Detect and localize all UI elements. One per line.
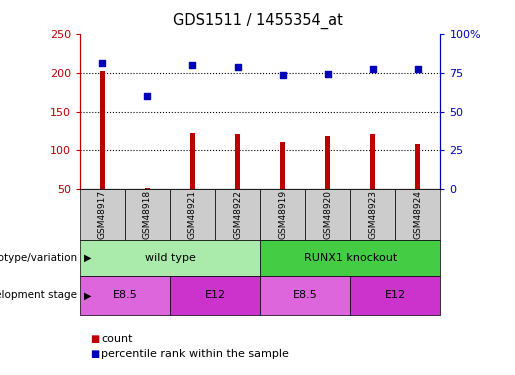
Text: GSM48923: GSM48923 <box>368 190 377 239</box>
Text: ▶: ▶ <box>84 253 92 263</box>
Text: ■: ■ <box>90 334 99 344</box>
Bar <box>415 144 421 189</box>
Bar <box>100 71 105 189</box>
Bar <box>190 134 195 189</box>
Text: E8.5: E8.5 <box>293 290 318 300</box>
Text: ▶: ▶ <box>84 290 92 300</box>
Text: GSM48918: GSM48918 <box>143 190 152 239</box>
Text: E12: E12 <box>385 290 406 300</box>
Text: count: count <box>101 334 133 344</box>
Point <box>369 66 377 72</box>
Text: wild type: wild type <box>145 253 195 263</box>
Bar <box>280 142 285 189</box>
Point <box>323 71 332 77</box>
Point <box>98 60 107 66</box>
Text: E12: E12 <box>204 290 226 300</box>
Text: percentile rank within the sample: percentile rank within the sample <box>101 350 289 359</box>
Text: GSM48922: GSM48922 <box>233 190 242 239</box>
Point <box>414 66 422 72</box>
Bar <box>325 136 331 189</box>
Text: GSM48921: GSM48921 <box>188 190 197 239</box>
Point <box>188 62 197 68</box>
Point <box>233 64 242 70</box>
Text: GSM48917: GSM48917 <box>98 190 107 239</box>
Text: development stage: development stage <box>0 290 77 300</box>
Text: ■: ■ <box>90 350 99 359</box>
Text: GSM48919: GSM48919 <box>278 190 287 239</box>
Text: E8.5: E8.5 <box>112 290 138 300</box>
Bar <box>235 134 240 189</box>
Bar <box>370 134 375 189</box>
Text: GSM48924: GSM48924 <box>414 190 422 239</box>
Text: RUNX1 knockout: RUNX1 knockout <box>303 253 397 263</box>
Point <box>143 93 151 99</box>
Text: genotype/variation: genotype/variation <box>0 253 77 263</box>
Text: GSM48920: GSM48920 <box>323 190 332 239</box>
Text: GDS1511 / 1455354_at: GDS1511 / 1455354_at <box>173 13 342 29</box>
Point <box>279 72 287 78</box>
Bar <box>145 188 150 189</box>
